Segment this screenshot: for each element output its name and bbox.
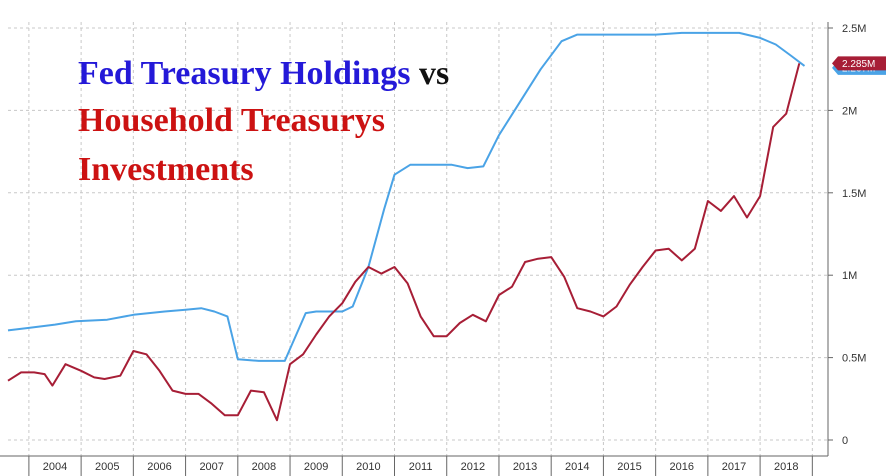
y-tick-label: 0.5M <box>842 353 866 365</box>
y-tick-label: 2.5M <box>842 23 866 35</box>
title-fed-part: Fed Treasury Holdings <box>78 55 411 92</box>
title-vs-part: vs <box>411 55 450 92</box>
x-tick-label: 2008 <box>252 461 276 473</box>
x-tick-label: 2005 <box>95 461 119 473</box>
label-layer: 0 0.5M 1M 1.5M 2M 2.5M 2004 2005 2006 2007 2008 200… <box>43 23 886 473</box>
chart-title-line2: Household Treasurys <box>78 102 385 139</box>
axis-layer <box>0 22 833 476</box>
x-tick-label: 2011 <box>409 461 433 473</box>
series-line-household <box>7 63 801 422</box>
x-tick-label: 2012 <box>461 461 485 473</box>
last-value-label-household: 2.285M <box>842 59 875 70</box>
x-tick-label: 2006 <box>147 461 171 473</box>
y-tick-label: 0 <box>842 435 848 447</box>
x-tick-label: 2016 <box>670 461 694 473</box>
chart-title-line1: Fed Treasury Holdings vs <box>78 55 449 92</box>
y-tick-label: 2M <box>842 105 857 117</box>
x-tick-label: 2013 <box>513 461 537 473</box>
grid-layer <box>8 22 828 456</box>
last-value-badge-household <box>832 56 886 71</box>
x-tick-label: 2014 <box>565 461 589 473</box>
x-tick-label: 2017 <box>722 461 746 473</box>
x-tick-label: 2007 <box>199 461 223 473</box>
series-layer <box>7 31 806 422</box>
x-tick-label: 2004 <box>43 461 67 473</box>
y-tick-label: 1M <box>842 270 857 282</box>
x-tick-label: 2018 <box>774 461 798 473</box>
chart-title-line3: Investments <box>78 151 254 188</box>
x-tick-label: 2010 <box>356 461 380 473</box>
x-tick-label: 2015 <box>617 461 641 473</box>
series-line-fed <box>7 31 806 362</box>
x-tick-label: 2009 <box>304 461 328 473</box>
y-tick-label: 1.5M <box>842 188 866 200</box>
